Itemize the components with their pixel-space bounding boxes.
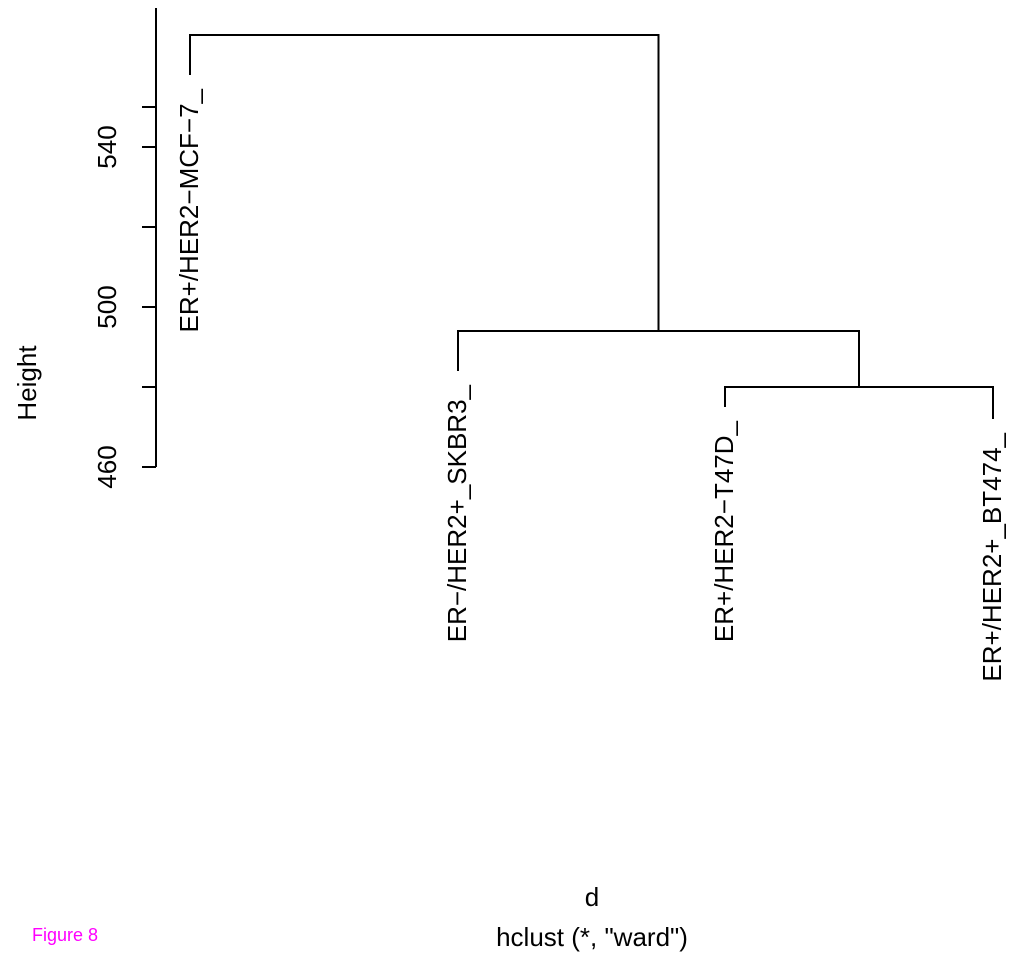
y-tick-label: 540 (92, 125, 122, 168)
y-tick-label: 460 (92, 445, 122, 488)
dendrogram-links (189, 34, 994, 419)
figure-label: Figure 8 (32, 925, 99, 945)
y-axis: 460 500 540 (92, 8, 157, 489)
y-axis-label: Height (12, 345, 42, 421)
x-axis-label: d (585, 882, 599, 912)
leaf-label: ER+/HER2+_BT474_ (977, 432, 1007, 681)
dendrogram-link (457, 330, 860, 387)
y-tick-label: 500 (92, 285, 122, 328)
dendrogram-link (189, 34, 660, 331)
method-subtitle: hclust (*, "ward") (496, 922, 688, 952)
leaf-labels: ER+/HER2−MCF−7_ ER−/HER2+_SKBR3_ ER+/HER2−… (174, 88, 1007, 681)
leaf-label: ER+/HER2−MCF−7_ (174, 88, 204, 332)
leaf-label: ER−/HER2+_SKBR3_ (442, 384, 472, 642)
dendrogram-link (724, 386, 994, 419)
leaf-label: ER+/HER2−T47D_ (709, 420, 739, 642)
